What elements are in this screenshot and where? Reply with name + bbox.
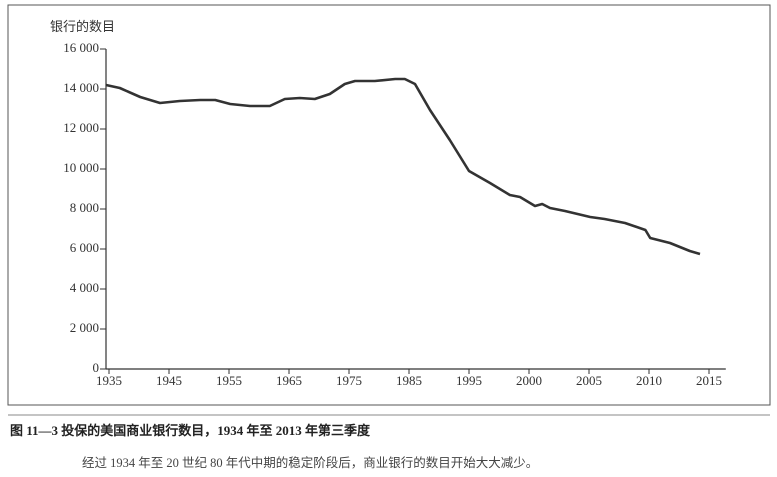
y-tick-label: 4 000 — [70, 280, 99, 295]
x-tick-label: 1985 — [396, 373, 422, 388]
y-axis-label: 银行的数目 — [50, 19, 115, 34]
caption: 图 11—3 投保的美国商业银行数目，1934 年至 2013 年第三季度 — [10, 423, 371, 438]
y-tick-label: 8 000 — [70, 200, 99, 215]
y-tick-label: 0 — [93, 360, 100, 375]
y-tick-label: 12 000 — [63, 120, 99, 135]
x-tick-label: 2015 — [696, 373, 722, 388]
x-tick-label: 1975 — [336, 373, 362, 388]
y-tick-label: 2 000 — [70, 320, 99, 335]
x-tick-label: 2010 — [636, 373, 662, 388]
y-tick-label: 10 000 — [63, 160, 99, 175]
x-tick-label: 1955 — [216, 373, 242, 388]
data-line — [105, 77, 701, 256]
x-tick-label: 1935 — [96, 373, 122, 388]
y-tick-label: 14 000 — [63, 80, 99, 95]
x-tick-label: 1965 — [276, 373, 302, 388]
note: 经过 1934 年至 20 世纪 80 年代中期的稳定阶段后，商业银行的数目开始… — [82, 455, 538, 470]
y-tick-label: 6 000 — [70, 240, 99, 255]
y-tick-label: 16 000 — [63, 40, 99, 55]
x-tick-label: 1945 — [156, 373, 182, 388]
x-tick-label: 2005 — [576, 373, 602, 388]
frame — [7, 4, 771, 406]
x-tick-label: 1995 — [456, 373, 482, 388]
x-tick-label: 2000 — [516, 373, 542, 388]
